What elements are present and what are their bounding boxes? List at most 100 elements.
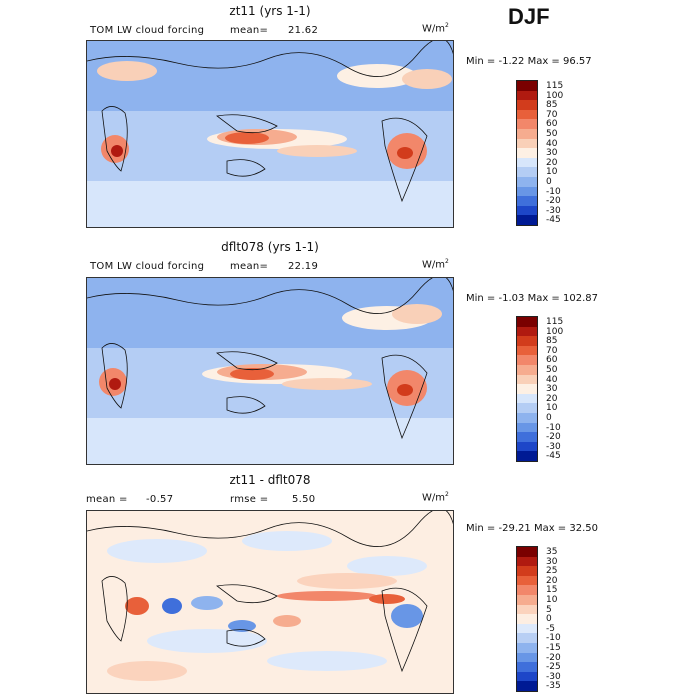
colorbar-swatch	[517, 215, 537, 225]
colorbar-swatch	[517, 556, 537, 567]
colorbar-tick-label: 0	[546, 412, 552, 423]
colorbar-swatch	[517, 100, 537, 110]
colorbar-tick-label: 85	[546, 336, 558, 347]
colorbar-swatch	[517, 422, 537, 433]
colorbar-swatch	[517, 642, 537, 653]
colorbar-swatch	[517, 128, 537, 139]
colorbar-swatch	[517, 205, 537, 216]
colorbar-swatch	[517, 186, 537, 197]
panel-3-rmse-value: 5.50	[292, 494, 316, 505]
colorbar-tick-label: 60	[546, 355, 558, 366]
colorbar-swatch	[517, 345, 537, 356]
colorbar-tick-label: 70	[546, 109, 558, 120]
panel-2-map	[86, 277, 454, 465]
colorbar-tick-label: -10	[546, 422, 561, 433]
panel-3-colorbar	[516, 546, 538, 692]
colorbar-tick-label: -45	[546, 451, 561, 462]
colorbar-tick-label: -20	[546, 432, 561, 443]
colorbar-swatch	[517, 547, 537, 557]
panel-1-contour-field	[87, 41, 453, 227]
colorbar-tick-label: 115	[546, 317, 564, 327]
panel-1-units: W/m2	[422, 22, 449, 35]
panel-2-units: W/m2	[422, 258, 449, 271]
colorbar-tick-label: 10	[546, 167, 558, 178]
colorbar-swatch	[517, 412, 537, 423]
colorbar-tick-label: -10	[546, 186, 561, 197]
colorbar-swatch	[517, 652, 537, 663]
colorbar-swatch	[517, 364, 537, 375]
colorbar-swatch	[517, 157, 537, 168]
colorbar-swatch	[517, 176, 537, 187]
colorbar-tick-label: -30	[546, 441, 561, 452]
colorbar-swatch	[517, 384, 537, 394]
panel-2-title: dflt078 (yrs 1-1)	[221, 240, 319, 254]
colorbar-tick-label: 35	[546, 547, 558, 557]
colorbar-tick-label: -45	[546, 215, 561, 226]
colorbar-tick-label: 100	[546, 326, 564, 337]
colorbar-swatch	[517, 393, 537, 404]
colorbar-swatch	[517, 575, 537, 586]
colorbar-swatch	[517, 336, 537, 346]
panel-1-colorbar	[516, 80, 538, 226]
colorbar-swatch	[517, 109, 537, 120]
colorbar-swatch	[517, 374, 537, 385]
colorbar-tick-label: 60	[546, 119, 558, 130]
panel-3-contour-field	[87, 511, 453, 693]
panel-1-map	[86, 40, 454, 228]
colorbar-tick-label: -35	[546, 681, 561, 692]
panel-1-variable-label: TOM LW cloud forcing	[90, 25, 205, 36]
panel-1-title: zt11 (yrs 1-1)	[229, 4, 311, 18]
panel-3-mean-value: -0.57	[146, 494, 174, 505]
colorbar-swatch	[517, 441, 537, 452]
colorbar-swatch	[517, 594, 537, 605]
colorbar-tick-label: -20	[546, 196, 561, 207]
colorbar-swatch	[517, 167, 537, 177]
colorbar-swatch	[517, 326, 537, 337]
colorbar-swatch	[517, 633, 537, 643]
panel-2-min-max: Min = -1.03 Max = 102.87	[466, 293, 598, 304]
panel-1-colorbar-labels: 115 100 85 70 60 50 40 30 20 10 0 -10 -20 -30 -45	[546, 81, 564, 226]
colorbar-swatch	[517, 585, 537, 595]
colorbar-swatch	[517, 451, 537, 461]
colorbar-tick-label: 85	[546, 100, 558, 111]
colorbar-tick-label: -15	[546, 642, 561, 653]
panel-1-mean-label: mean=	[230, 25, 269, 36]
panel-2-variable-label: TOM LW cloud forcing	[90, 261, 205, 272]
colorbar-tick-label: -30	[546, 671, 561, 682]
colorbar-swatch	[517, 681, 537, 691]
colorbar-swatch	[517, 138, 537, 149]
panel-3-colorbar-labels: 35 30 25 20 15 10 5 0 -5 -10 -15 -20 -25 -30 -35	[546, 547, 561, 692]
colorbar-tick-label: 70	[546, 345, 558, 356]
colorbar-swatch	[517, 355, 537, 365]
colorbar-tick-label: 40	[546, 138, 558, 149]
colorbar-tick-label: 10	[546, 403, 558, 414]
panel-3-min-max: Min = -29.21 Max = 32.50	[466, 523, 598, 534]
panel-3-rmse-label: rmse =	[230, 494, 269, 505]
colorbar-tick-label: 0	[546, 614, 552, 625]
colorbar-tick-label: 30	[546, 556, 558, 567]
colorbar-tick-label: 15	[546, 585, 558, 596]
colorbar-swatch	[517, 671, 537, 682]
colorbar-tick-label: -10	[546, 633, 561, 644]
colorbar-tick-label: -5	[546, 623, 555, 634]
colorbar-tick-label: 30	[546, 148, 558, 159]
colorbar-tick-label: 10	[546, 594, 558, 605]
colorbar-tick-label: 50	[546, 364, 558, 375]
colorbar-tick-label: 20	[546, 393, 558, 404]
panel-2-colorbar	[516, 316, 538, 462]
colorbar-swatch	[517, 196, 537, 206]
colorbar-tick-label: 0	[546, 176, 552, 187]
panel-2-colorbar-labels: 115 100 85 70 60 50 40 30 20 10 0 -10 -20 -30 -45	[546, 317, 564, 462]
colorbar-swatch	[517, 614, 537, 624]
panel-2-mean-label: mean=	[230, 261, 269, 272]
colorbar-tick-label: 100	[546, 90, 564, 101]
colorbar-tick-label: 25	[546, 566, 558, 577]
colorbar-tick-label: 5	[546, 604, 552, 615]
colorbar-tick-label: -30	[546, 205, 561, 216]
colorbar-tick-label: 20	[546, 575, 558, 586]
panel-3-mean-label: mean =	[86, 494, 128, 505]
colorbar-swatch	[517, 566, 537, 576]
colorbar-tick-label: 50	[546, 128, 558, 139]
colorbar-swatch	[517, 662, 537, 672]
panel-2-contour-field	[87, 278, 453, 464]
